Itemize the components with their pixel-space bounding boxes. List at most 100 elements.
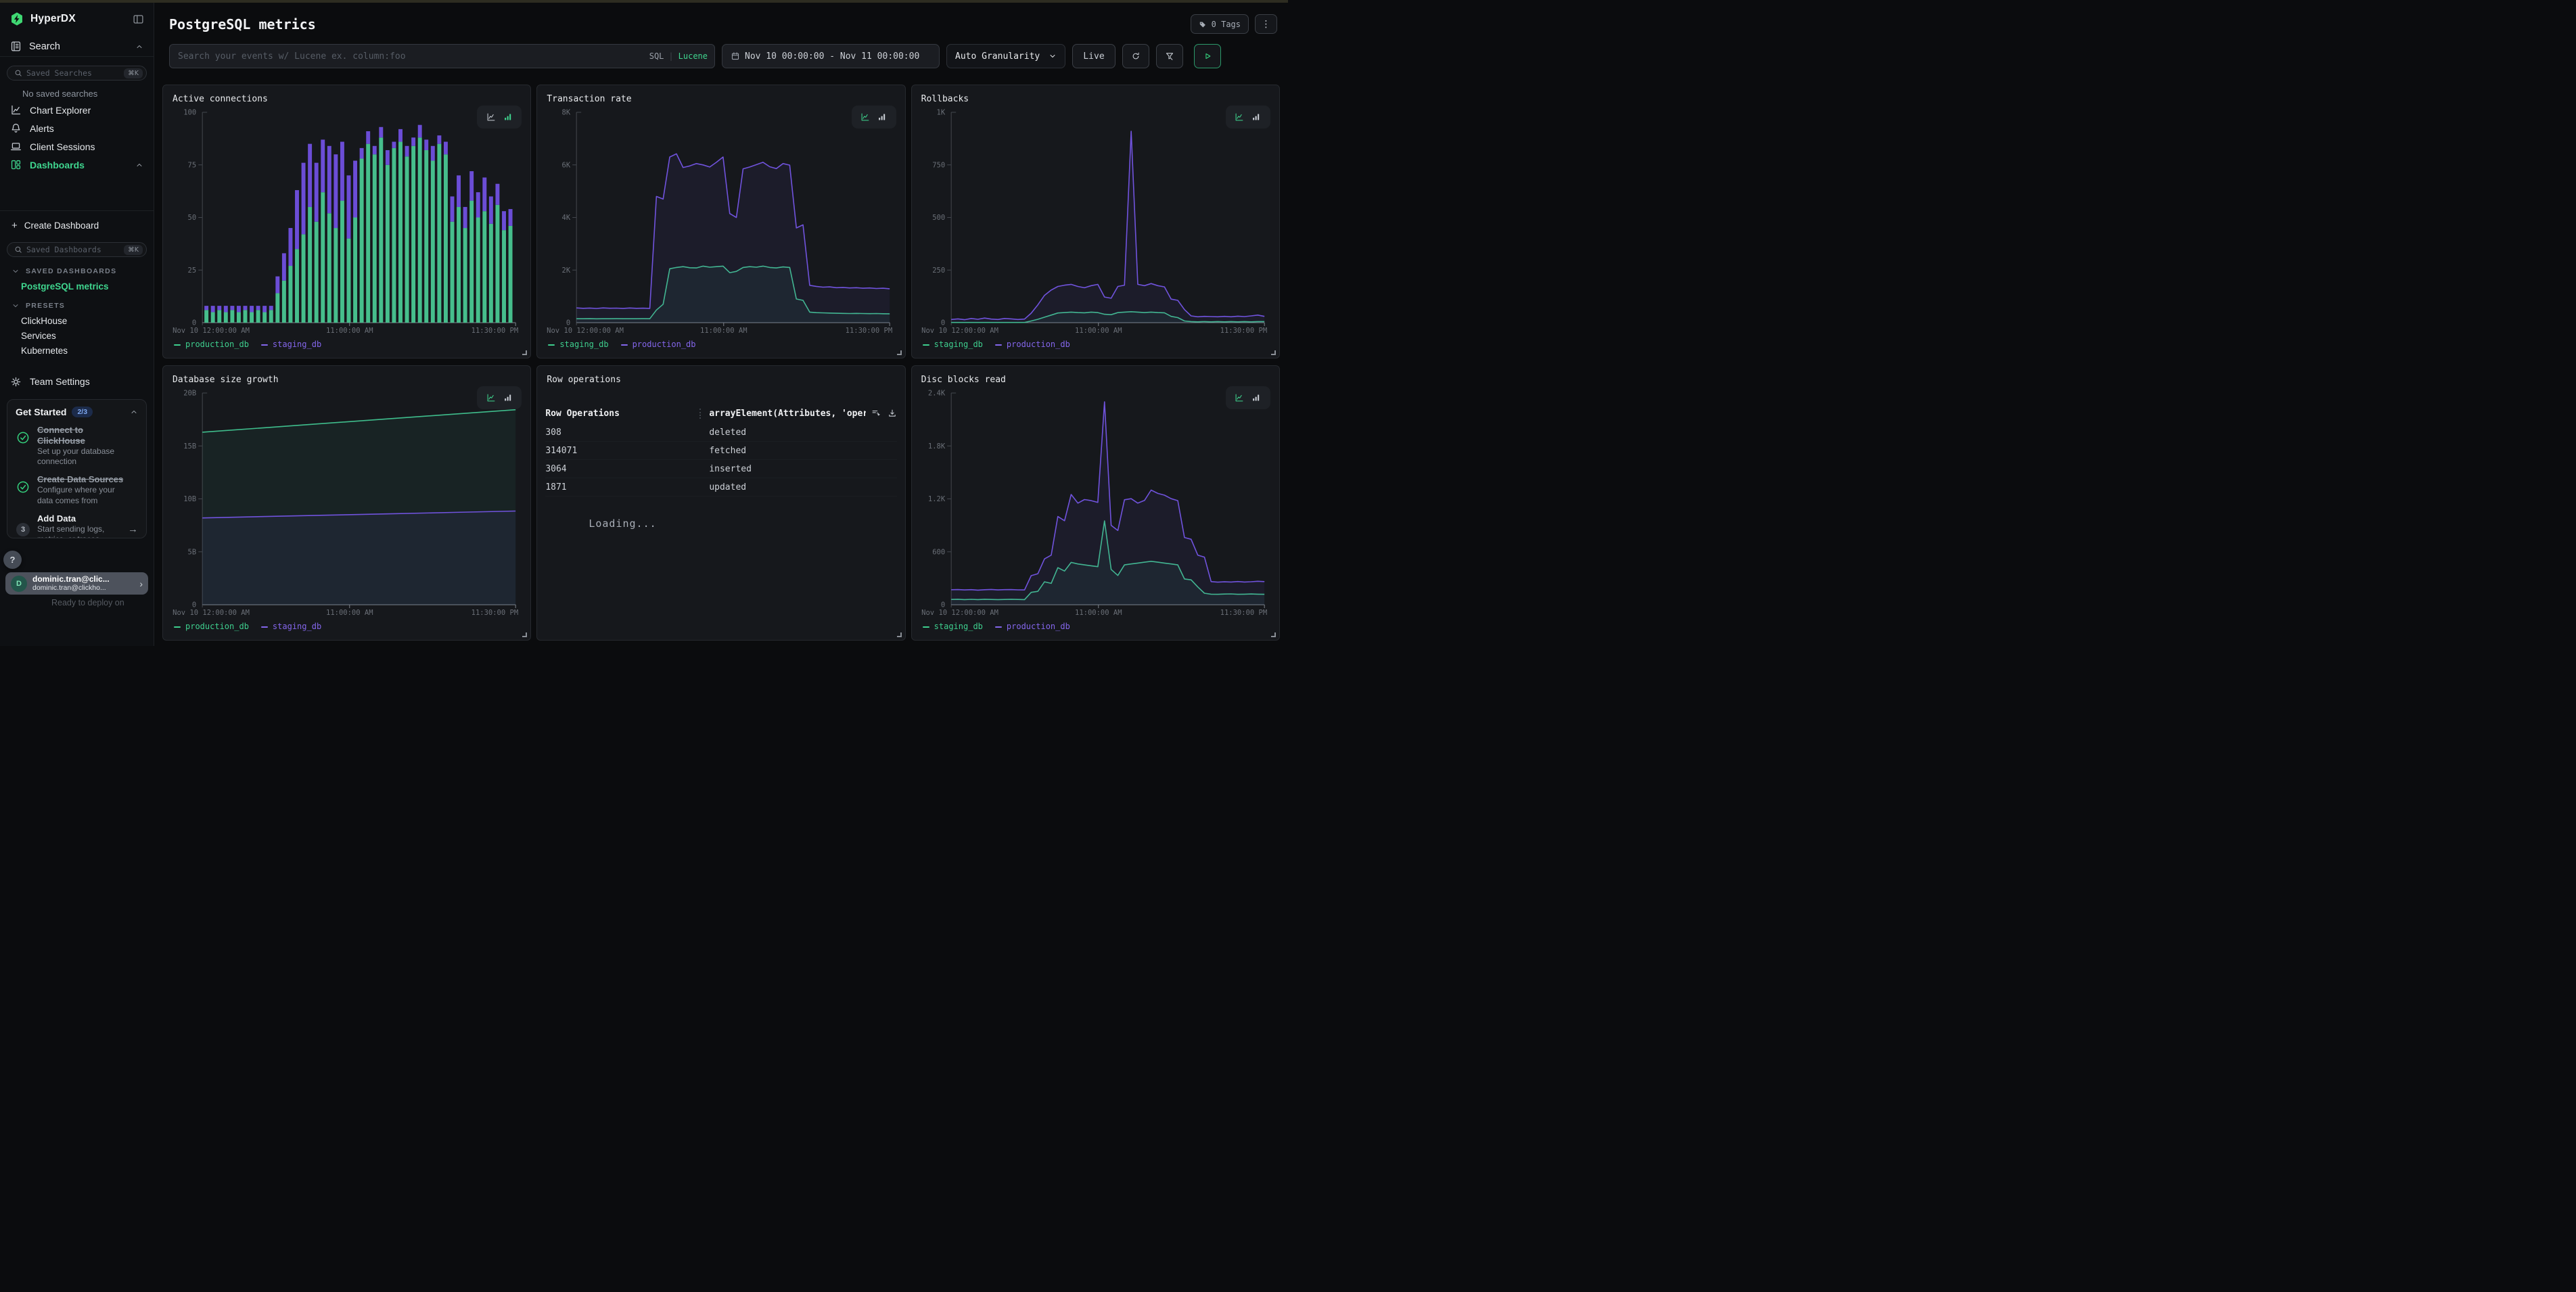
svg-text:11:30:00 PM: 11:30:00 PM — [846, 327, 893, 335]
step-body: Connect to ClickHouse Set up your databa… — [37, 425, 138, 467]
table-header: Row Operations arrayElement(Attributes, … — [545, 403, 896, 423]
chart-legend: staging_db production_db — [545, 336, 896, 352]
run-query-button[interactable] — [1194, 44, 1221, 68]
chart-legend: staging_db production_db — [920, 336, 1271, 352]
legend-item[interactable]: production_db — [174, 340, 249, 349]
preset-link-clickhouse[interactable]: ClickHouse — [21, 316, 68, 326]
sidebar-nav: Chart Explorer Alerts Client Sessions Da… — [0, 101, 154, 174]
check-circle-icon — [16, 425, 30, 467]
tags-button[interactable]: 0 Tags — [1190, 14, 1249, 34]
svg-text:11:00:00 AM: 11:00:00 AM — [326, 609, 373, 617]
tags-button-label: 0 Tags — [1211, 19, 1241, 29]
saved-dashboards-search[interactable]: ⌘K — [7, 242, 147, 257]
saved-dashboards-section[interactable]: SAVED DASHBOARDS — [12, 267, 154, 275]
panel-rollbacks: Rollbacks 0 250 500 750 1K Nov 10 12:00:00 AM… — [911, 85, 1280, 359]
saved-searches-input[interactable] — [26, 68, 120, 78]
dashboard-controls: SQL | Lucene Nov 10 00:00:00 - Nov 11 00… — [169, 44, 1277, 68]
bar-chart-toggle-icon[interactable] — [503, 393, 513, 402]
svg-text:6K: 6K — [562, 161, 571, 169]
create-dashboard-button[interactable]: + Create Dashboard — [0, 217, 154, 233]
sidebar-item-alerts[interactable]: Alerts — [0, 119, 154, 137]
line-chart-toggle-icon[interactable] — [1235, 393, 1244, 402]
line-chart-toggle-icon[interactable] — [860, 112, 870, 122]
svg-text:11:30:00 PM: 11:30:00 PM — [472, 609, 519, 617]
refresh-button[interactable] — [1122, 44, 1149, 68]
legend-item[interactable]: production_db — [620, 340, 696, 349]
get-started-step-connect[interactable]: Connect to ClickHouse Set up your databa… — [16, 425, 138, 467]
get-started-header[interactable]: Get Started 2/3 — [16, 407, 138, 417]
collapse-sidebar-icon[interactable] — [133, 14, 144, 25]
sidebar-item-dashboards[interactable]: Dashboards — [0, 156, 154, 174]
lucene-toggle[interactable]: Lucene — [678, 51, 708, 61]
user-names: dominic.tran@clic... dominic.tran@clickh… — [32, 575, 134, 593]
live-button[interactable]: Live — [1072, 44, 1116, 68]
column-header-row-operations[interactable]: Row Operations — [545, 408, 620, 419]
chevron-up-icon[interactable] — [135, 43, 143, 51]
legend-item[interactable]: production_db — [994, 340, 1070, 349]
saved-dashboards-input[interactable] — [26, 245, 120, 254]
sort-rows-icon[interactable] — [871, 409, 881, 418]
chevron-up-icon[interactable] — [130, 408, 138, 416]
panel-resize-handle[interactable] — [896, 632, 902, 637]
bar-chart-toggle-icon[interactable] — [1251, 112, 1261, 122]
legend-item[interactable]: production_db — [994, 622, 1070, 631]
chevron-up-icon[interactable] — [135, 161, 143, 169]
user-menu[interactable]: D dominic.tran@clic... dominic.tran@clic… — [5, 572, 148, 595]
date-range-value: Nov 10 00:00:00 - Nov 11 00:00:00 — [745, 51, 920, 62]
legend-item[interactable]: staging_db — [922, 622, 983, 631]
get-started-step-sources[interactable]: Create Data Sources Configure where your… — [16, 474, 138, 506]
chevron-down-icon — [1050, 55, 1055, 57]
event-search-input[interactable] — [169, 44, 715, 68]
get-started-step-add-data[interactable]: 3 Add Data Start sending logs, metrics, … — [16, 513, 138, 538]
panel-resize-handle[interactable] — [1270, 350, 1276, 355]
cell-count: 308 — [545, 427, 561, 438]
line-chart-toggle-icon[interactable] — [486, 112, 496, 122]
saved-searches-search[interactable]: ⌘K — [7, 66, 147, 80]
table-row: 3064 inserted — [545, 460, 897, 478]
granularity-select[interactable]: Auto Granularity — [946, 44, 1065, 68]
row-operations-table: Row Operations arrayElement(Attributes, … — [545, 403, 897, 530]
get-started-title: Get Started — [16, 407, 67, 417]
sidebar-item-chart-explorer[interactable]: Chart Explorer — [0, 101, 154, 119]
step-title: Add Data — [37, 513, 76, 524]
page-title: PostgreSQL metrics — [169, 16, 316, 32]
panel-resize-handle[interactable] — [1270, 632, 1276, 637]
chart-canvas: 0 250 500 750 1K Nov 10 12:00:00 AM 11:00:00 A… — [921, 109, 1267, 336]
presets-section[interactable]: PRESETS — [12, 302, 154, 310]
bar-chart-toggle-icon[interactable] — [1251, 393, 1261, 402]
dashboard-link-postgresql-metrics[interactable]: PostgreSQL metrics — [21, 281, 109, 292]
sidebar-item-search[interactable]: Search — [0, 37, 154, 57]
panel-resize-handle[interactable] — [896, 350, 902, 355]
help-button[interactable]: ? — [3, 551, 22, 569]
preset-link-services[interactable]: Services — [21, 331, 56, 341]
legend-item[interactable]: staging_db — [260, 340, 321, 349]
cell-count: 1871 — [545, 482, 567, 492]
more-options-button[interactable]: ⋮ — [1255, 14, 1277, 34]
date-range-picker[interactable]: Nov 10 00:00:00 - Nov 11 00:00:00 — [722, 44, 940, 68]
line-chart-toggle-icon[interactable] — [1235, 112, 1244, 122]
bar-chart-toggle-icon[interactable] — [877, 112, 887, 122]
download-icon[interactable] — [888, 409, 897, 418]
sql-toggle[interactable]: SQL — [649, 51, 664, 61]
laptop-icon — [10, 141, 22, 152]
shortcut-badge: ⌘K — [124, 68, 143, 78]
preset-link-kubernetes[interactable]: Kubernetes — [21, 346, 68, 356]
legend-item[interactable]: staging_db — [260, 622, 321, 631]
panel-resize-handle[interactable] — [522, 632, 528, 637]
sidebar-item-team-settings[interactable]: Team Settings — [0, 373, 154, 390]
user-email: dominic.tran@clickho... — [32, 584, 106, 593]
sidebar-item-label: Chart Explorer — [30, 104, 91, 116]
line-chart-toggle-icon[interactable] — [486, 393, 496, 402]
sidebar-item-client-sessions[interactable]: Client Sessions — [0, 137, 154, 156]
panel-resize-handle[interactable] — [522, 350, 528, 355]
filter-button[interactable] — [1156, 44, 1183, 68]
legend-item[interactable]: staging_db — [922, 340, 983, 349]
svg-text:11:30:00 PM: 11:30:00 PM — [1220, 609, 1267, 617]
legend-item[interactable]: production_db — [174, 622, 249, 631]
legend-item[interactable]: staging_db — [548, 340, 609, 349]
bar-chart-toggle-icon[interactable] — [503, 112, 513, 122]
column-header-operation[interactable]: arrayElement(Attributes, 'operation') — [699, 408, 866, 419]
step-subtitle: Set up your database connection — [37, 446, 115, 467]
panel-title: Database size growth — [172, 375, 279, 385]
chart-type-toggle — [477, 106, 522, 129]
